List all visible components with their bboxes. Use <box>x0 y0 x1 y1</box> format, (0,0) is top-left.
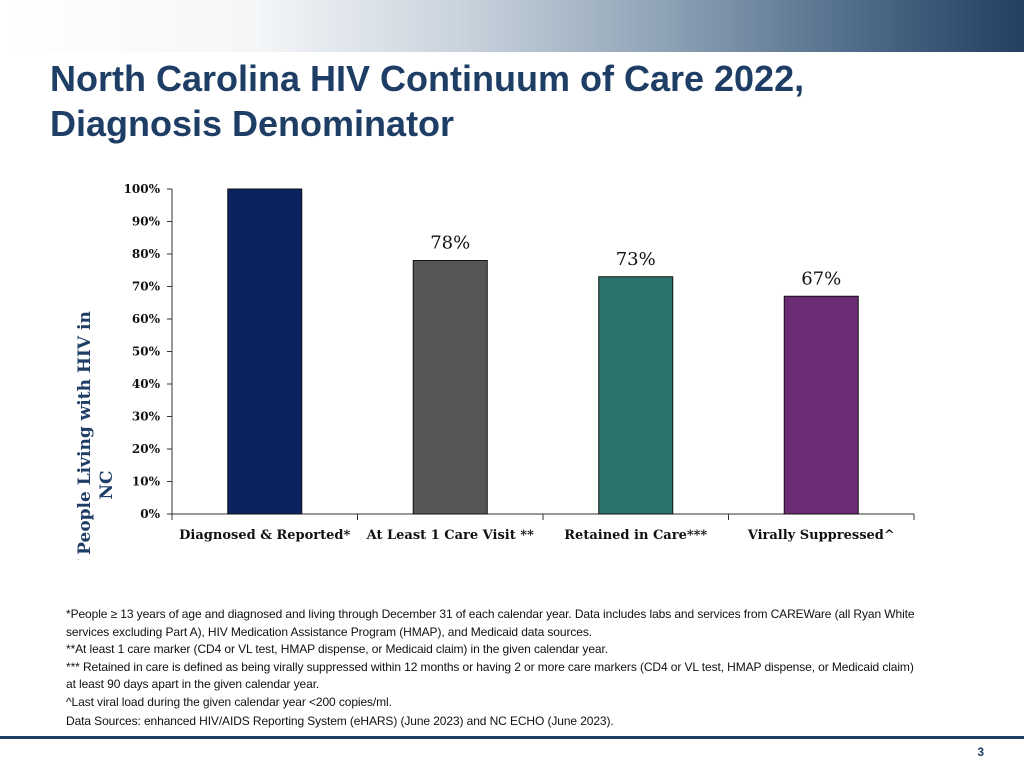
chart-axes: 0% 10% 20% 30% 40% 50% 60% 70% 80% 90% 100% <box>124 182 915 521</box>
x-category-label: At Least 1 Care Visit ** <box>366 528 534 543</box>
continuum-bar-chart: Percent of People Living with HIV in NC … <box>75 182 915 560</box>
page-number: 3 <box>977 745 984 759</box>
bar <box>598 276 674 515</box>
bar-value-label: 67% <box>801 268 841 289</box>
footnote-care-visit: **At least 1 care marker (CD4 or VL test… <box>66 642 608 656</box>
x-category-label: Virally Suppressed^ <box>747 528 895 543</box>
y-tick-label: 30% <box>132 410 161 424</box>
y-tick-label: 10% <box>132 475 161 489</box>
slide-title-line-1: North Carolina HIV Continuum of Care 202… <box>50 58 805 99</box>
footnote-retained: *** Retained in care is defined as being… <box>66 659 914 692</box>
footnote-suppressed: ^Last viral load during the given calend… <box>66 694 392 709</box>
y-tick-label: 0% <box>140 507 160 521</box>
y-axis-title-line-2: NC <box>97 470 117 499</box>
chart-labels: Diagnosed & Reported* At Least 1 Care Vis… <box>179 233 895 544</box>
y-axis-title: Percent of People Living with HIV in NC <box>75 311 117 560</box>
bar <box>412 260 488 515</box>
bar-value-label: 78% <box>430 233 470 254</box>
y-tick-label: 80% <box>132 247 161 261</box>
y-tick-label: 60% <box>132 312 161 326</box>
footer-rule <box>0 736 1024 739</box>
footnotes: *People ≥ 13 years of age and diagnosed … <box>66 606 926 731</box>
x-category-label: Retained in Care*** <box>564 528 707 543</box>
y-axis-title-line-1: Percent of People Living with HIV in <box>75 311 95 560</box>
bar <box>783 295 859 515</box>
y-tick-label: 70% <box>132 280 161 294</box>
y-tick-label: 90% <box>132 215 161 229</box>
header-gradient-band <box>0 0 1024 52</box>
y-tick-label: 100% <box>124 182 161 196</box>
chart-bars <box>227 188 859 515</box>
slide-title-line-2: Diagnosis Denominator <box>50 103 455 144</box>
slide-title: North Carolina HIV Continuum of Care 202… <box>50 56 804 146</box>
bar-value-label: 73% <box>616 249 656 270</box>
footnote-diagnosed: *People ≥ 13 years of age and diagnosed … <box>66 607 915 639</box>
data-sources: Data Sources: enhanced HIV/AIDS Reportin… <box>66 714 614 728</box>
y-tick-label: 40% <box>132 377 161 391</box>
bar <box>227 188 303 515</box>
x-category-label: Diagnosed & Reported* <box>179 528 350 543</box>
y-tick-label: 50% <box>132 345 161 359</box>
y-tick-label: 20% <box>132 442 161 456</box>
